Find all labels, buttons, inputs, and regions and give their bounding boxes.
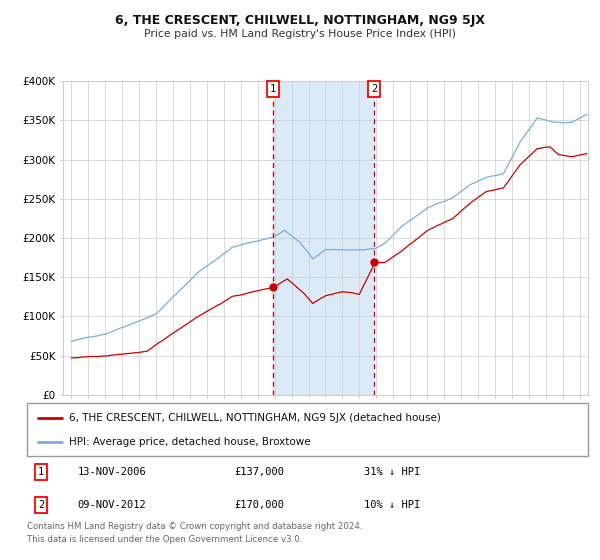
Text: HPI: Average price, detached house, Broxtowe: HPI: Average price, detached house, Brox… [69,437,311,447]
Text: 31% ↓ HPI: 31% ↓ HPI [364,467,420,477]
FancyBboxPatch shape [27,403,588,456]
Bar [272,81,374,395]
Text: 09-NOV-2012: 09-NOV-2012 [77,500,146,510]
Text: 2: 2 [371,84,377,94]
Text: 6, THE CRESCENT, CHILWELL, NOTTINGHAM, NG9 5JX: 6, THE CRESCENT, CHILWELL, NOTTINGHAM, N… [115,14,485,27]
Text: Contains HM Land Registry data © Crown copyright and database right 2024.: Contains HM Land Registry data © Crown c… [27,522,362,531]
Text: 1: 1 [38,467,44,477]
Text: This data is licensed under the Open Government Licence v3.0.: This data is licensed under the Open Gov… [27,535,302,544]
Text: Price paid vs. HM Land Registry's House Price Index (HPI): Price paid vs. HM Land Registry's House … [144,29,456,39]
Text: 2: 2 [38,500,44,510]
Text: £137,000: £137,000 [235,467,284,477]
Text: 13-NOV-2006: 13-NOV-2006 [77,467,146,477]
Text: 1: 1 [269,84,276,94]
Text: 6, THE CRESCENT, CHILWELL, NOTTINGHAM, NG9 5JX (detached house): 6, THE CRESCENT, CHILWELL, NOTTINGHAM, N… [69,413,441,423]
Text: 10% ↓ HPI: 10% ↓ HPI [364,500,420,510]
Text: £170,000: £170,000 [235,500,284,510]
